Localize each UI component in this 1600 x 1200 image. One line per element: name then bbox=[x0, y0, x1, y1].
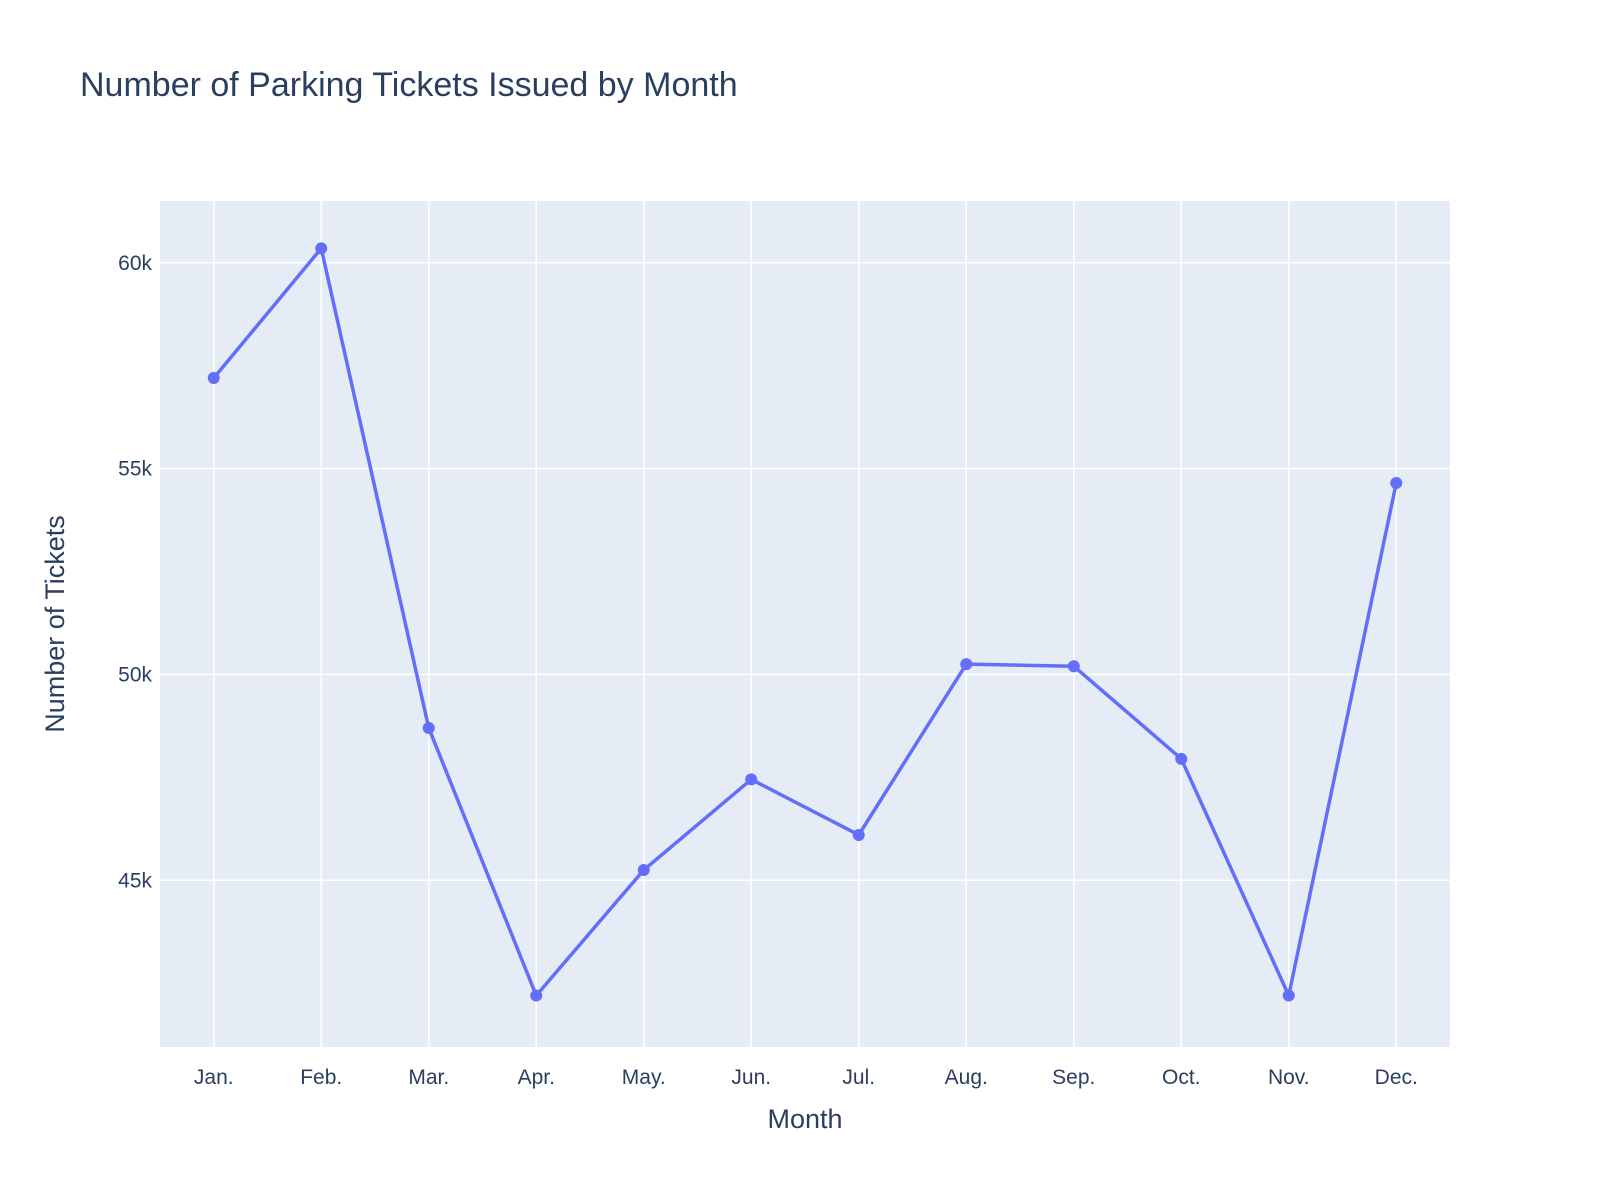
grid-lines bbox=[160, 201, 1450, 1047]
series-line bbox=[212, 246, 1398, 998]
x-tick-label: Jan. bbox=[194, 1066, 234, 1089]
data-point bbox=[207, 372, 220, 385]
x-tick-label: Nov. bbox=[1268, 1066, 1310, 1089]
data-point bbox=[960, 658, 973, 671]
data-point bbox=[637, 863, 650, 876]
chart-title: Number of Parking Tickets Issued by Mont… bbox=[80, 66, 738, 104]
x-tick-label: Aug. bbox=[945, 1066, 988, 1089]
data-point bbox=[422, 721, 435, 734]
y-axis-title: Number of Tickets bbox=[40, 515, 70, 733]
data-point bbox=[1390, 477, 1403, 489]
x-tick-label: May. bbox=[622, 1066, 666, 1089]
y-tick-label: 45k bbox=[118, 869, 152, 892]
data-point bbox=[315, 242, 328, 255]
x-tick-label: Apr. bbox=[518, 1066, 555, 1089]
y-tick-label: 60k bbox=[118, 252, 152, 275]
series-line-layer bbox=[212, 246, 1398, 998]
x-tick-label: Jul. bbox=[842, 1066, 875, 1089]
data-point bbox=[1282, 989, 1295, 1002]
data-point bbox=[1067, 660, 1080, 673]
data-point bbox=[745, 773, 758, 786]
plot-area bbox=[160, 201, 1450, 1047]
x-tick-label: Sep. bbox=[1052, 1066, 1095, 1089]
x-axis-ticks: Jan. Feb. Mar. Apr. May. Jun. Jul. Aug. Sep. Oct.… bbox=[194, 1066, 1418, 1089]
y-tick-label: 55k bbox=[118, 458, 152, 481]
data-points bbox=[207, 242, 1403, 1002]
data-point bbox=[530, 989, 543, 1002]
data-point bbox=[852, 828, 865, 841]
data-point bbox=[1175, 752, 1188, 765]
x-tick-label: Feb. bbox=[300, 1066, 342, 1089]
x-tick-label: Jun. bbox=[731, 1066, 771, 1089]
x-tick-label: Oct. bbox=[1162, 1066, 1201, 1089]
x-tick-label: Dec. bbox=[1375, 1066, 1418, 1089]
y-axis-ticks: 45k 50k 55k 60k bbox=[118, 252, 152, 893]
y-tick-label: 50k bbox=[118, 663, 152, 686]
x-axis-title: Month bbox=[767, 1104, 842, 1134]
x-tick-label: Mar. bbox=[408, 1066, 449, 1089]
